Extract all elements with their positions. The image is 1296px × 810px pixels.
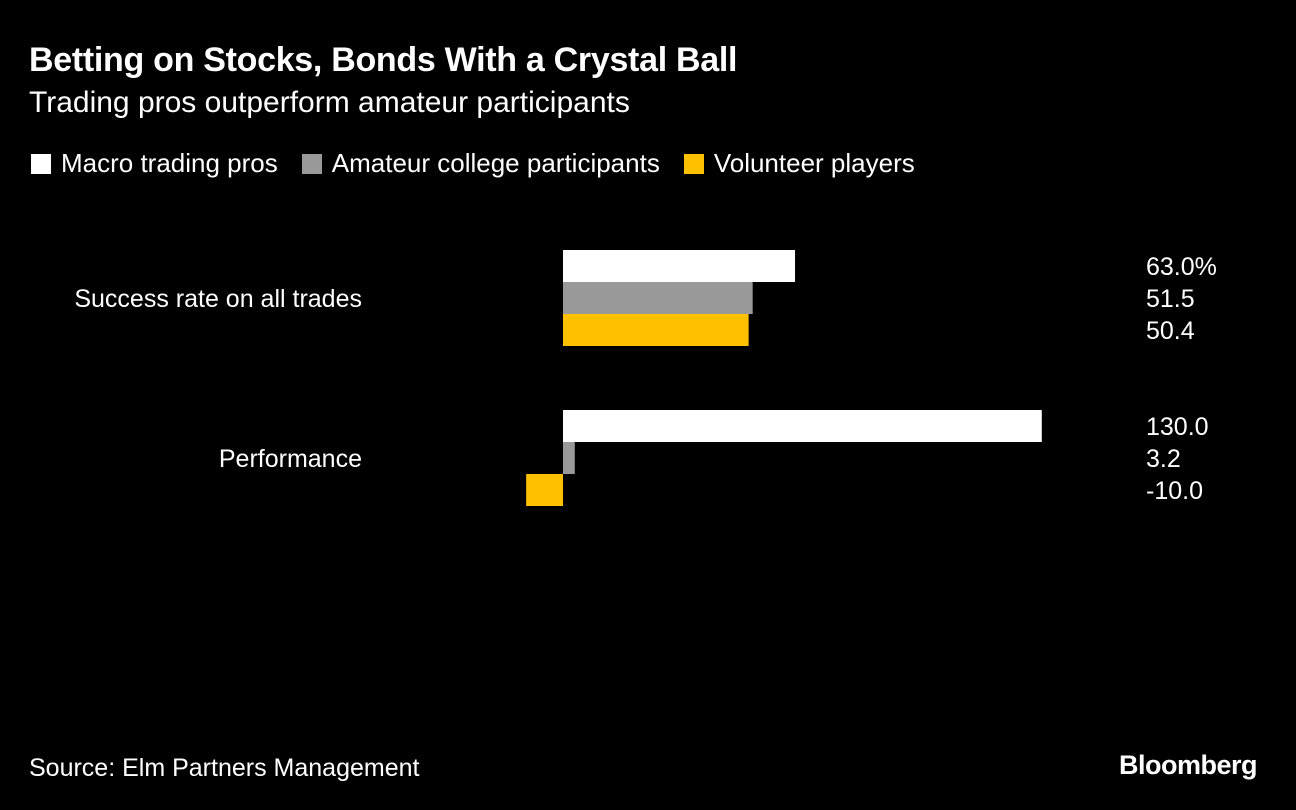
- value-label-0-2: 50.4: [1146, 317, 1195, 345]
- legend-item-pros: Macro trading pros: [31, 148, 278, 179]
- bar-1-0: [563, 410, 1042, 442]
- bar-1-1: [563, 442, 575, 474]
- legend-item-amateur: Amateur college participants: [301, 148, 660, 179]
- source-note: Source: Elm Partners Management: [29, 754, 420, 782]
- legend-label-amateur: Amateur college participants: [331, 148, 660, 178]
- value-label-1-1: 3.2: [1146, 445, 1181, 473]
- legend: Macro trading pros Amateur college parti…: [31, 148, 939, 179]
- category-label-0: Success rate on all trades: [74, 285, 362, 313]
- legend-label-pros: Macro trading pros: [61, 148, 278, 178]
- value-label-0-0: 63.0%: [1146, 253, 1217, 281]
- legend-swatch-volunteer: [683, 153, 704, 174]
- legend-label-volunteer: Volunteer players: [713, 148, 915, 178]
- bar-0-0: [563, 250, 796, 282]
- category-label-1: Performance: [219, 445, 362, 473]
- bar-0-2: [563, 314, 749, 346]
- value-label-1-0: 130.0: [1146, 413, 1209, 441]
- bar-1-2: [526, 474, 563, 506]
- chart-title: Betting on Stocks, Bonds With a Crystal …: [29, 41, 738, 79]
- chart-subtitle: Trading pros outperform amateur particip…: [29, 86, 630, 119]
- value-label-0-1: 51.5: [1146, 285, 1195, 313]
- value-label-1-2: -10.0: [1146, 477, 1203, 505]
- bloomberg-logo: Bloomberg: [1118, 750, 1258, 780]
- legend-item-volunteer: Volunteer players: [683, 148, 915, 179]
- legend-swatch-pros: [31, 153, 51, 174]
- legend-swatch-amateur: [301, 153, 322, 174]
- bar-0-1: [563, 282, 753, 314]
